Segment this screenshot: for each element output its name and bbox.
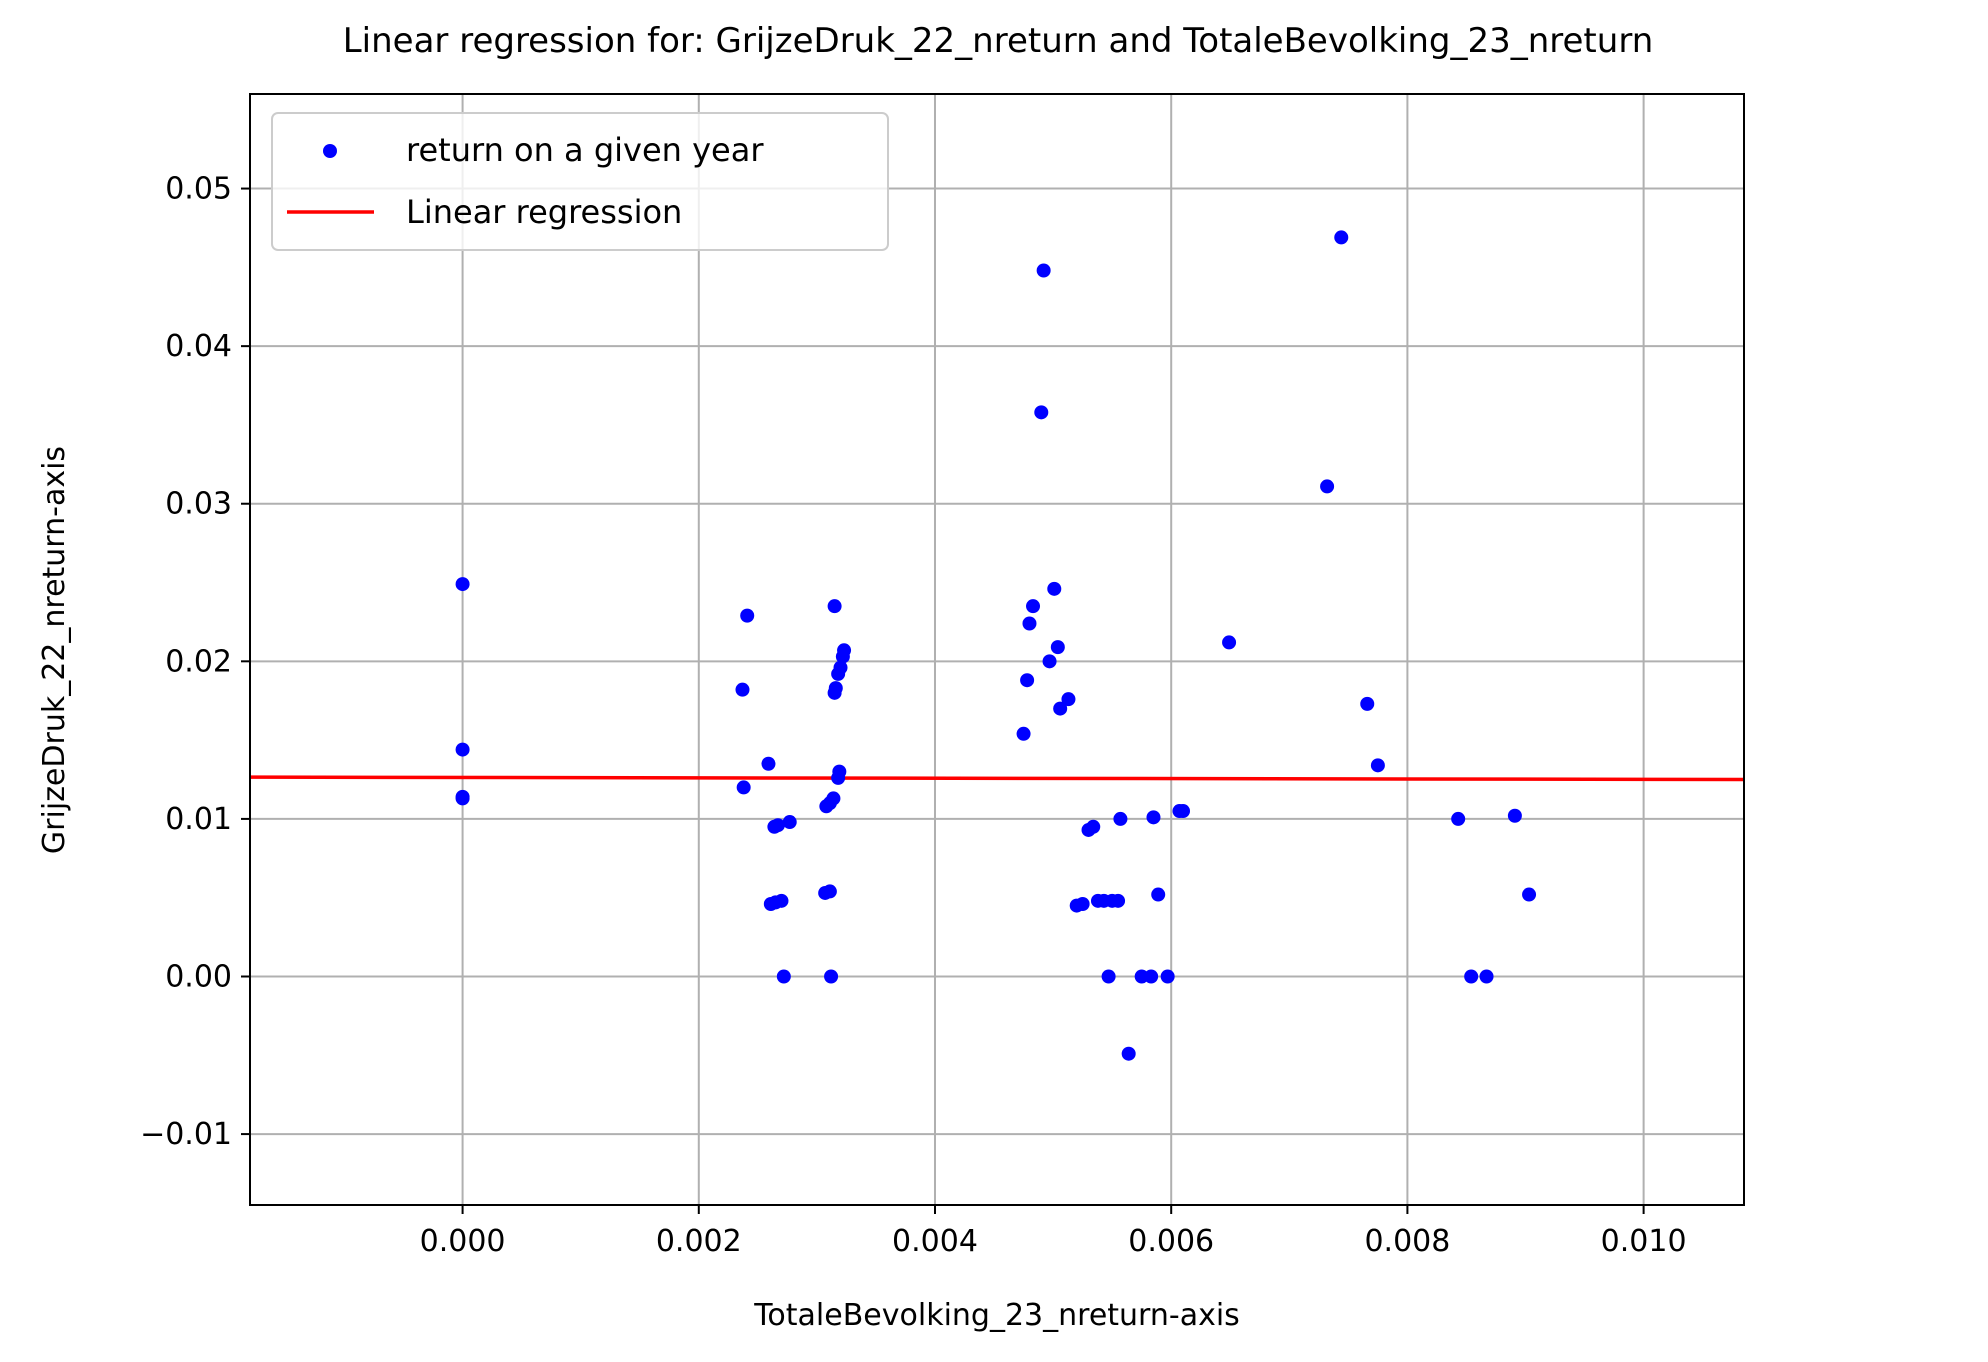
scatter-point bbox=[1320, 479, 1335, 494]
scatter-point bbox=[1334, 230, 1349, 245]
scatter-point bbox=[1022, 616, 1037, 631]
grid-layer bbox=[250, 94, 1744, 1205]
scatter-point bbox=[740, 608, 755, 623]
scatter-point bbox=[1144, 969, 1159, 984]
legend: return on a given year Linear regression bbox=[271, 112, 889, 251]
x-tick-label: 0.010 bbox=[1601, 1224, 1687, 1259]
scatter-point bbox=[824, 969, 839, 984]
scatter-point bbox=[827, 599, 842, 614]
y-tick-label: 0.04 bbox=[165, 329, 232, 364]
x-tick-label: 0.004 bbox=[892, 1224, 978, 1259]
regression-line bbox=[249, 775, 1745, 782]
scatter-point bbox=[1121, 1046, 1136, 1061]
legend-scatter-label: return on a given year bbox=[406, 131, 764, 169]
y-tick-label: 0.02 bbox=[165, 644, 232, 679]
scatter-point bbox=[1047, 581, 1062, 596]
scatter-point bbox=[1036, 263, 1051, 278]
scatter-point bbox=[1222, 635, 1237, 650]
scatter-point bbox=[1034, 405, 1049, 420]
scatter-point bbox=[1451, 811, 1466, 826]
scatter-point bbox=[455, 742, 470, 757]
scatter-point bbox=[833, 660, 848, 675]
y-tick-label: −0.01 bbox=[140, 1117, 232, 1152]
scatter-point bbox=[774, 893, 789, 908]
legend-regression-label: Linear regression bbox=[406, 193, 682, 231]
scatter-point bbox=[1075, 897, 1090, 912]
scatter-point bbox=[1053, 701, 1068, 716]
x-tick-label: 0.008 bbox=[1364, 1224, 1450, 1259]
tick-layer: 0.000 0.002 0.004 0.006 0.008 0.010 −0.01 0.00 0… bbox=[140, 172, 1686, 1259]
scatter-point bbox=[832, 764, 847, 779]
scatter-point bbox=[1111, 893, 1126, 908]
scatter-point bbox=[1016, 726, 1031, 741]
scatter-point bbox=[776, 969, 791, 984]
scatter-point bbox=[736, 780, 751, 795]
x-tick-label: 0.000 bbox=[420, 1224, 506, 1259]
y-axis-label: GrijzeDruk_22_nreturn-axis bbox=[37, 446, 72, 854]
scatter-point bbox=[770, 818, 785, 833]
scatter-point bbox=[1479, 969, 1494, 984]
scatter-point bbox=[1026, 599, 1041, 614]
scatter-point bbox=[826, 791, 841, 806]
scatter-point bbox=[828, 681, 843, 696]
legend-box bbox=[271, 112, 889, 251]
scatter-point bbox=[782, 815, 797, 830]
y-tick-label: 0.01 bbox=[165, 802, 232, 837]
scatter-point bbox=[1113, 811, 1128, 826]
scatter-point bbox=[1360, 696, 1375, 711]
scatter-point bbox=[1042, 654, 1057, 669]
scatter-point bbox=[1020, 673, 1035, 688]
scatter-point bbox=[1176, 804, 1191, 819]
y-tick-label: 0.00 bbox=[165, 959, 232, 994]
y-tick-label: 0.03 bbox=[165, 487, 232, 522]
x-axis-label: TotaleBevolking_23_nreturn-axis bbox=[753, 1298, 1240, 1333]
y-tick-label: 0.05 bbox=[165, 172, 232, 207]
x-tick-label: 0.002 bbox=[656, 1224, 742, 1259]
scatter-point bbox=[1464, 969, 1479, 984]
scatter-point bbox=[1370, 758, 1385, 773]
scatter-point bbox=[822, 884, 837, 899]
regression-layer bbox=[249, 775, 1745, 782]
scatter-point bbox=[1101, 969, 1116, 984]
scatter-point bbox=[735, 682, 750, 697]
scatter-point bbox=[455, 577, 470, 592]
scatter-point bbox=[455, 791, 470, 806]
points-layer bbox=[455, 230, 1537, 1061]
scatter-point bbox=[1151, 887, 1166, 902]
scatter-point bbox=[761, 756, 776, 771]
scatter-point bbox=[1050, 640, 1065, 655]
x-tick-label: 0.006 bbox=[1128, 1224, 1214, 1259]
scatter-point bbox=[1507, 808, 1522, 823]
legend-scatter-marker bbox=[323, 144, 337, 158]
scatter-point bbox=[1061, 692, 1076, 707]
plot-area-frame bbox=[249, 93, 1745, 1206]
chart-title: Linear regression for: GrijzeDruk_22_nre… bbox=[343, 21, 1654, 61]
scatter-point bbox=[1522, 887, 1537, 902]
scatter-point bbox=[837, 643, 852, 658]
scatter-point bbox=[1086, 819, 1101, 834]
scatter-point bbox=[1160, 969, 1175, 984]
scatter-point bbox=[1146, 810, 1161, 825]
